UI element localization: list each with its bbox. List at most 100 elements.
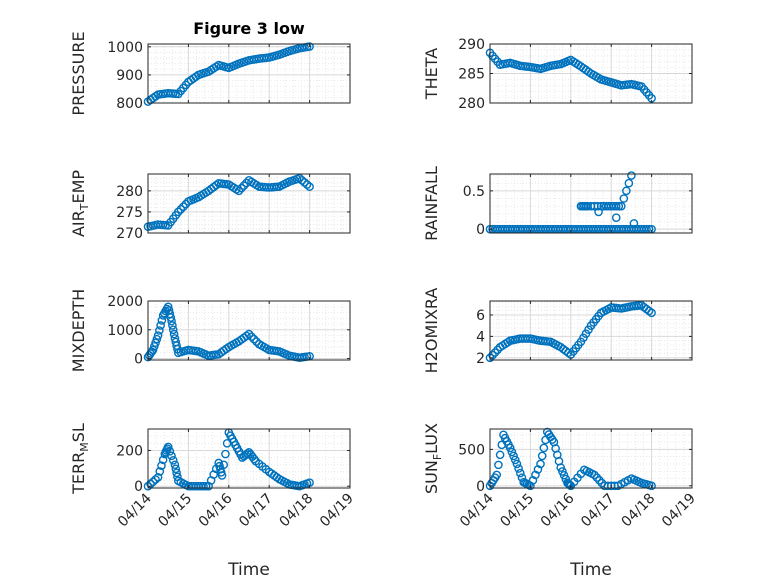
y-axis-label: SUNFLUX (422, 423, 444, 494)
x-axis-label: Time (569, 560, 612, 580)
chart-panel-4: 0 0.5 RAINFALL (422, 166, 693, 241)
plot-area (490, 174, 692, 233)
y-tick-label: 6 (476, 308, 485, 324)
x-tick-label: 04/14 (115, 490, 155, 530)
y-tick-label: 900 (116, 68, 143, 84)
y-tick-label: 285 (458, 67, 485, 83)
y-tick-label: 800 (116, 96, 143, 112)
y-tick-label: 275 (116, 205, 143, 221)
data-point (151, 475, 160, 484)
data-point (249, 334, 259, 344)
data-point (249, 454, 259, 464)
data-point (168, 321, 177, 330)
plot-area (490, 429, 692, 488)
chart-panel-8: 0 500 04/14 04/15 04/16 04/17 04/18 04/19 SUNFLU… (422, 423, 699, 580)
data-point (590, 470, 599, 480)
y-tick-label: 2000 (107, 294, 143, 310)
data-point (505, 443, 515, 453)
data-point (624, 178, 634, 188)
axes-box (147, 173, 351, 234)
y-tick-label: 0 (134, 479, 143, 495)
chart-title: Figure 3 low (193, 19, 305, 38)
chart-panel-2: 280 285 290 THETA (422, 37, 693, 112)
data-point (167, 451, 176, 461)
data-point (156, 321, 165, 330)
data-point (173, 207, 183, 217)
data-point (617, 201, 626, 211)
x-tick-label: 04/17 (236, 491, 276, 531)
data-point (239, 181, 249, 190)
data-point (647, 481, 656, 491)
x-tick-label: 04/15 (497, 491, 537, 531)
data-point (488, 350, 497, 360)
data-point (297, 176, 307, 185)
y-tick-label: 500 (458, 442, 485, 458)
data-point (627, 171, 636, 180)
axes-box (147, 300, 351, 361)
data-point (539, 443, 549, 453)
data-point (155, 467, 165, 476)
data-point (619, 194, 629, 203)
y-tick-label: 1000 (107, 323, 143, 339)
y-tick-label: 200 (116, 443, 143, 459)
axes-box (489, 428, 693, 489)
data-point (168, 455, 178, 465)
x-tick-label: 04/18 (619, 491, 659, 531)
y-axis-label: PRESSURE (69, 31, 88, 115)
x-tick-label: 04/16 (538, 490, 578, 530)
data-point (176, 204, 186, 214)
data-point (305, 182, 314, 191)
chart-panel-1: 800 900 1000 PRESSURE Figure 3 low (69, 19, 351, 116)
data-point (490, 348, 500, 357)
data-point (221, 449, 230, 459)
data-point (199, 481, 208, 491)
data-point (516, 468, 525, 478)
data-point (494, 460, 503, 470)
axes-box (147, 43, 351, 104)
data-point (157, 461, 166, 470)
data-point (611, 213, 621, 222)
y-axis-label: MIXDEPTH (69, 289, 88, 372)
data-point (595, 476, 604, 485)
data-point (510, 455, 520, 465)
data-point (622, 186, 631, 196)
y-tick-label: 0 (476, 479, 485, 495)
y-tick-label: 270 (116, 226, 143, 242)
data-point (509, 451, 518, 461)
data-point (536, 459, 545, 469)
data-point (514, 464, 523, 473)
y-tick-label: 0.5 (463, 184, 485, 200)
y-axis-label: THETA (422, 48, 441, 100)
y-tick-label: 280 (116, 184, 143, 200)
data-point (165, 447, 175, 456)
data-point (614, 201, 624, 211)
data-point (168, 325, 178, 335)
data-point (593, 201, 603, 211)
data-point (300, 178, 309, 187)
chart-panel-3: 270 275 280 AIRTEMP (69, 170, 351, 242)
data-point (237, 183, 246, 193)
x-tick-label: 04/15 (155, 491, 195, 531)
x-tick-label: 04/17 (578, 491, 618, 531)
data-point (507, 447, 517, 457)
data-point (219, 460, 229, 470)
x-axis-label: Time (227, 560, 270, 580)
data-point (629, 219, 639, 228)
data-point (169, 329, 179, 339)
y-tick-label: 4 (476, 329, 485, 345)
y-tick-label: 0 (134, 352, 143, 368)
data-point (611, 201, 621, 211)
y-axis-label: H2OMIXRA (422, 288, 441, 374)
axes-box (489, 300, 693, 361)
data-point (493, 345, 502, 355)
data-point (155, 326, 164, 335)
data-point (512, 459, 522, 469)
data-point (592, 473, 602, 482)
y-axis-label: AIRTEMP (69, 170, 91, 237)
y-tick-label: 290 (458, 37, 485, 53)
data-point (247, 332, 256, 341)
data-point (201, 481, 211, 491)
x-tick-label: 04/14 (457, 490, 497, 530)
data-point (172, 468, 181, 478)
